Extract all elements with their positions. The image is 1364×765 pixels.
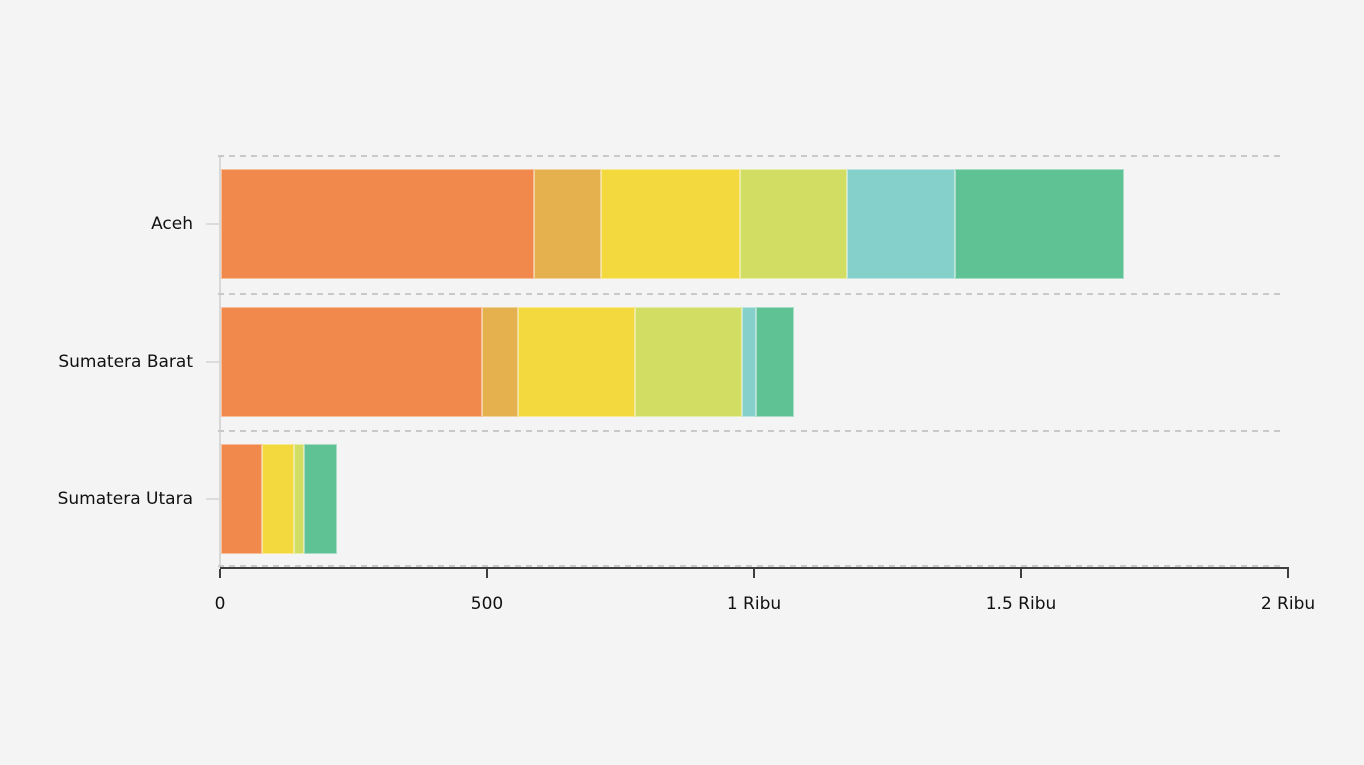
x-tick-label: 1 Ribu [726,594,782,614]
row-separator [218,155,1281,157]
x-tick-label: 2 Ribu [1260,594,1316,614]
plot-area [218,155,1288,568]
bar-segment-green[interactable] [756,306,795,417]
x-tick [219,569,221,578]
category-label: Aceh [151,213,193,234]
bar-segment-amber[interactable] [481,306,519,417]
bar-segment-teal[interactable] [741,306,757,417]
category-tick [206,498,219,501]
category-tick [206,222,219,225]
category-label: Sumatera Utara [57,489,193,510]
bar-segment-teal[interactable] [846,169,956,279]
x-tick [486,569,488,578]
row-separator [218,292,1281,295]
bar-row [221,169,1288,279]
bar-segment-yellow[interactable] [262,444,294,555]
x-tick [1287,569,1289,578]
x-tick [753,569,755,578]
x-tick-label: 0 [214,594,226,614]
bar-row [221,444,1288,555]
bar-segment-yellow[interactable] [518,306,635,417]
bar-segment-orange[interactable] [221,169,534,279]
x-axis-dashed-overlay [218,565,1283,567]
bar-segment-yellow[interactable] [601,169,740,279]
bar-segment-orange[interactable] [221,306,482,417]
bar-segment-green[interactable] [955,169,1124,279]
x-tick-label: 1.5 Ribu [985,594,1057,614]
bar-segment-orange[interactable] [221,444,263,555]
x-tick [1020,569,1022,578]
category-tick [206,360,219,363]
bar-segment-lime[interactable] [739,169,847,279]
bar-segment-lime[interactable] [293,444,304,555]
y-axis-line [219,155,221,568]
category-label: Sumatera Barat [58,351,193,372]
bar-row [221,306,1288,417]
x-axis-line [220,567,1289,569]
bar-segment-amber[interactable] [533,169,602,279]
x-tick-label: 500 [470,594,504,614]
bar-segment-lime[interactable] [634,306,742,417]
row-separator [218,430,1281,433]
bar-segment-green[interactable] [303,444,337,555]
